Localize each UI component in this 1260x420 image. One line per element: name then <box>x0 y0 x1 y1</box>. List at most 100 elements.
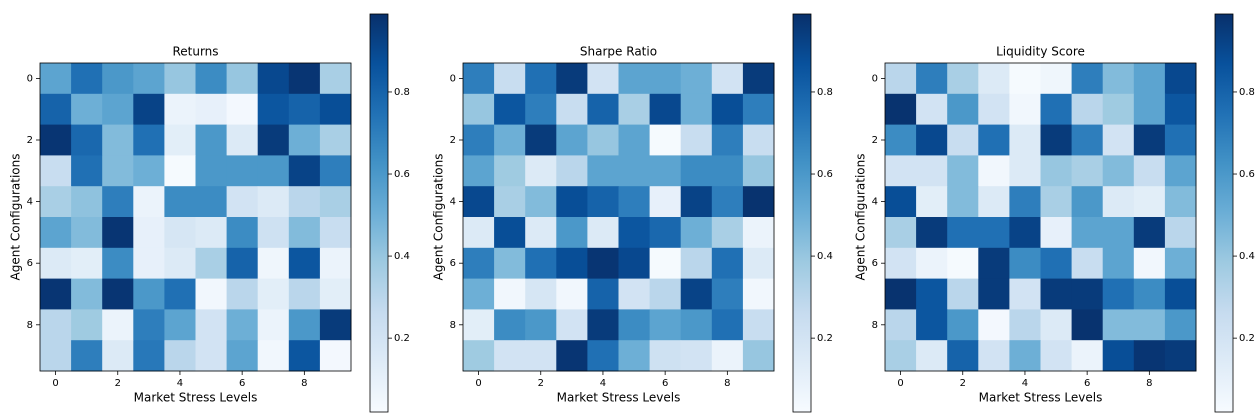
heatmap-cell <box>525 93 557 126</box>
heatmap-cell <box>40 247 72 280</box>
heatmap-cell <box>1102 340 1135 372</box>
heatmap-cell <box>494 124 526 156</box>
heatmap-cell <box>71 155 103 187</box>
heatmap-cell <box>1164 124 1197 156</box>
heatmap-cell <box>556 278 588 310</box>
y-tick-label: 8 <box>450 320 456 331</box>
heatmap-cell <box>711 124 744 156</box>
plot-frame <box>884 62 1197 372</box>
heatmap-cell <box>288 155 321 187</box>
colorbar-tick-label: 0.2 <box>394 333 410 344</box>
heatmap-cell <box>947 63 979 95</box>
y-tick-label: 4 <box>872 197 878 208</box>
heatmap-cell <box>711 93 744 126</box>
heatmap-cell <box>711 309 744 341</box>
heatmap-cell <box>1040 309 1073 341</box>
heatmap-cell <box>319 247 352 280</box>
heatmap-cell <box>885 63 917 95</box>
heatmap-cell <box>257 93 290 126</box>
heatmap-cell <box>40 124 72 156</box>
heatmap-cell <box>556 124 588 156</box>
heatmap-cell <box>711 340 744 372</box>
heatmap-cell <box>1040 340 1073 372</box>
heatmap-cell <box>947 93 979 126</box>
heatmap-cell <box>164 186 196 218</box>
heatmap-cell <box>556 247 588 280</box>
heatmap-cell <box>463 309 495 341</box>
heatmap-cell <box>226 93 259 126</box>
heatmap-cell <box>618 155 651 187</box>
colorbar-tick-label: 0.8 <box>817 87 833 98</box>
heatmap-cell <box>947 340 979 372</box>
heatmap-cell <box>742 155 775 187</box>
y-tick-label: 0 <box>27 73 33 84</box>
heatmap-cell <box>916 93 948 126</box>
heatmap-cell <box>525 217 557 249</box>
heatmap-cell <box>916 124 948 156</box>
colorbar-tick-label: 0.6 <box>1239 169 1255 180</box>
heatmap-cell <box>587 340 619 372</box>
heatmap-cell <box>40 309 72 341</box>
heatmap-cell <box>978 63 1010 95</box>
heatmap-cell <box>556 340 588 372</box>
heatmap-cell <box>742 217 775 249</box>
colorbar-tick-label: 0.8 <box>1239 87 1255 98</box>
heatmap-cell <box>525 155 557 187</box>
heatmap-cell <box>319 278 352 310</box>
x-tick-label: 2 <box>538 378 544 389</box>
colorbar <box>369 13 389 413</box>
heatmap-cell <box>711 63 744 95</box>
heatmap-cell <box>40 340 72 372</box>
y-tick-label: 2 <box>450 135 456 146</box>
heatmap-cell <box>133 155 165 187</box>
heatmap-cell <box>257 247 290 280</box>
heatmap-cell <box>133 217 165 249</box>
heatmap-cell <box>649 93 682 126</box>
heatmap-cell <box>288 309 321 341</box>
heatmap-cell <box>164 124 196 156</box>
heatmap-cell <box>1102 93 1135 126</box>
heatmap-cell <box>319 309 352 341</box>
heatmap-cell <box>1164 155 1197 187</box>
x-tick-label: 8 <box>1146 378 1152 389</box>
heatmap-cell <box>1133 278 1166 310</box>
heatmap-cell <box>916 155 948 187</box>
heatmap-cell <box>1040 247 1073 280</box>
colorbar-tick-label: 0.8 <box>394 87 410 98</box>
heatmap-cell <box>885 124 917 156</box>
heatmap-cell <box>463 63 495 95</box>
heatmap-cell <box>463 247 495 280</box>
heatmap-cell <box>649 247 682 280</box>
heatmap-cell <box>916 309 948 341</box>
x-axis-label: Market Stress Levels <box>979 391 1103 405</box>
heatmap-cell <box>257 124 290 156</box>
heatmap-cell <box>494 155 526 187</box>
y-axis-label: Agent Configurations <box>432 154 446 281</box>
heatmap-cell <box>40 186 72 218</box>
y-axis-label: Agent Configurations <box>9 154 23 281</box>
heatmap-cell <box>1164 278 1197 310</box>
heatmap-cell <box>649 340 682 372</box>
heatmap-cell <box>618 124 651 156</box>
heatmap-cell <box>680 186 713 218</box>
x-tick-label: 6 <box>1084 378 1090 389</box>
heatmap-cell <box>1133 186 1166 218</box>
colorbar <box>792 13 812 413</box>
heatmap-cell <box>133 93 165 126</box>
heatmap-cell <box>1009 124 1041 156</box>
heatmap-cell <box>288 217 321 249</box>
heatmap-cell <box>102 124 134 156</box>
heatmap-cell <box>257 186 290 218</box>
heatmap-cell <box>680 217 713 249</box>
heatmap-cell <box>195 186 228 218</box>
heatmap-cell <box>618 217 651 249</box>
heatmap-cell <box>742 247 775 280</box>
heatmap-cell <box>71 278 103 310</box>
heatmap-cell <box>1133 247 1166 280</box>
heatmap-cell <box>133 186 165 218</box>
heatmap-cell <box>226 217 259 249</box>
heatmap-cell <box>1133 217 1166 249</box>
heatmap-cell <box>463 155 495 187</box>
heatmap-cell <box>463 124 495 156</box>
